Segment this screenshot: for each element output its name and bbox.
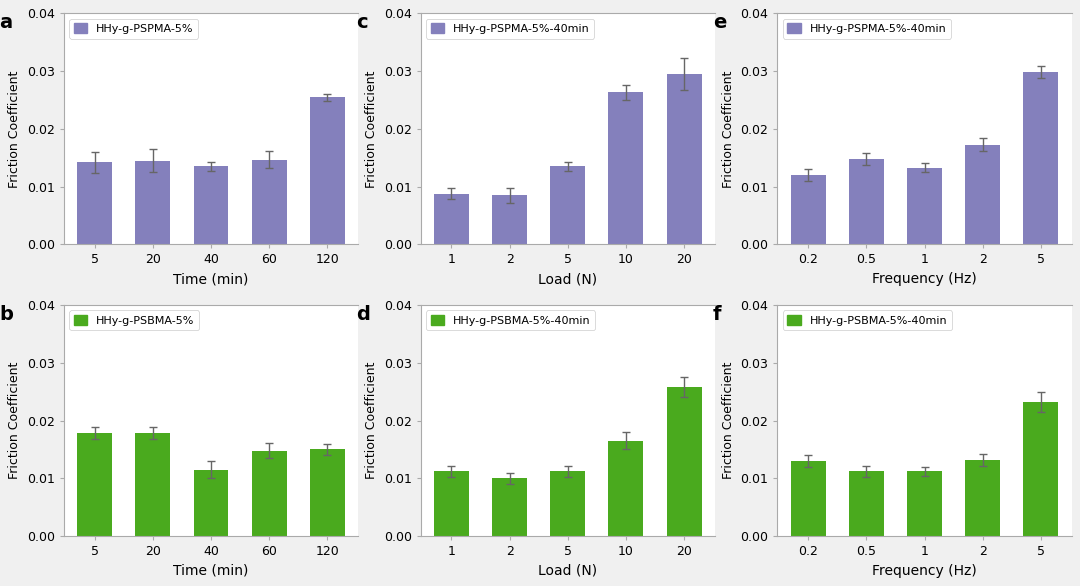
Y-axis label: Friction Coefficient: Friction Coefficient	[365, 362, 378, 479]
Text: b: b	[0, 305, 13, 324]
Legend: HHy-g-PSBMA-5%-40min: HHy-g-PSBMA-5%-40min	[783, 311, 951, 330]
Text: f: f	[713, 305, 721, 324]
Bar	[907, 471, 942, 536]
Y-axis label: Friction Coefficient: Friction Coefficient	[9, 362, 22, 479]
Bar	[310, 97, 345, 244]
Bar	[492, 195, 527, 244]
Bar	[608, 441, 644, 536]
Text: c: c	[356, 13, 367, 32]
Bar	[78, 162, 112, 244]
X-axis label: Time (min): Time (min)	[174, 564, 248, 578]
Bar	[966, 145, 1000, 244]
Bar	[434, 193, 469, 244]
Bar	[666, 387, 702, 536]
Bar	[907, 168, 942, 244]
Bar	[492, 478, 527, 536]
Bar	[193, 166, 229, 244]
Bar	[135, 161, 171, 244]
Y-axis label: Friction Coefficient: Friction Coefficient	[721, 362, 734, 479]
Bar	[966, 460, 1000, 536]
Bar	[434, 471, 469, 536]
Bar	[252, 451, 286, 536]
Bar	[1024, 72, 1058, 244]
Bar	[849, 159, 883, 244]
Bar	[666, 74, 702, 244]
X-axis label: Time (min): Time (min)	[174, 272, 248, 286]
Bar	[791, 461, 826, 536]
Text: e: e	[713, 13, 726, 32]
Bar	[78, 433, 112, 536]
X-axis label: Load (N): Load (N)	[538, 272, 597, 286]
X-axis label: Frequency (Hz): Frequency (Hz)	[873, 564, 977, 578]
Bar	[193, 469, 229, 536]
Text: a: a	[0, 13, 12, 32]
Y-axis label: Friction Coefficient: Friction Coefficient	[365, 70, 378, 188]
Bar	[252, 159, 286, 244]
Legend: HHy-g-PSPMA-5%-40min: HHy-g-PSPMA-5%-40min	[783, 19, 950, 39]
Bar	[849, 471, 883, 536]
Text: d: d	[356, 305, 369, 324]
Bar	[551, 471, 585, 536]
Legend: HHy-g-PSBMA-5%: HHy-g-PSBMA-5%	[69, 311, 199, 330]
X-axis label: Load (N): Load (N)	[538, 564, 597, 578]
Legend: HHy-g-PSPMA-5%-40min: HHy-g-PSPMA-5%-40min	[427, 19, 594, 39]
Bar	[1024, 402, 1058, 536]
X-axis label: Frequency (Hz): Frequency (Hz)	[873, 272, 977, 286]
Bar	[608, 93, 644, 244]
Bar	[310, 449, 345, 536]
Bar	[551, 166, 585, 244]
Legend: HHy-g-PSBMA-5%-40min: HHy-g-PSBMA-5%-40min	[427, 311, 595, 330]
Y-axis label: Friction Coefficient: Friction Coefficient	[721, 70, 734, 188]
Bar	[135, 433, 171, 536]
Bar	[791, 175, 826, 244]
Legend: HHy-g-PSPMA-5%: HHy-g-PSPMA-5%	[69, 19, 198, 39]
Y-axis label: Friction Coefficient: Friction Coefficient	[9, 70, 22, 188]
